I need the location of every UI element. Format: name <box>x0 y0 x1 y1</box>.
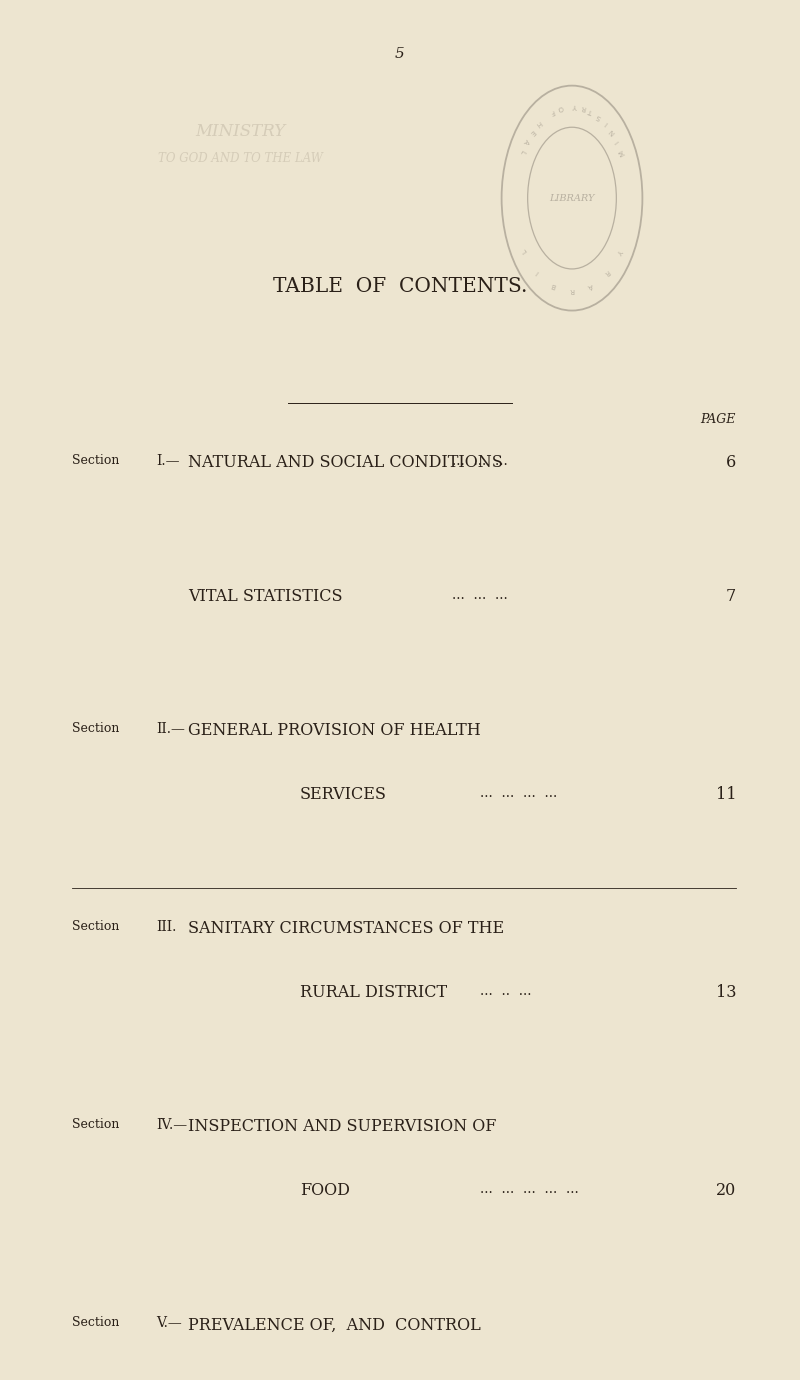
Text: TABLE  OF  CONTENTS.: TABLE OF CONTENTS. <box>273 277 527 297</box>
Text: R: R <box>570 287 574 294</box>
Text: ...  ...  ...: ... ... ... <box>452 588 508 602</box>
Text: 7: 7 <box>726 588 736 604</box>
Text: Section: Section <box>72 1118 119 1132</box>
Text: TO GOD AND TO THE LAW: TO GOD AND TO THE LAW <box>158 152 322 166</box>
Text: Y: Y <box>574 104 578 109</box>
Text: V.—: V.— <box>156 1317 182 1330</box>
Text: I: I <box>535 269 540 275</box>
Text: S: S <box>596 113 602 120</box>
Text: PREVALENCE OF,  AND  CONTROL: PREVALENCE OF, AND CONTROL <box>188 1317 481 1333</box>
Text: 13: 13 <box>715 984 736 1000</box>
Text: SANITARY CIRCUMSTANCES OF THE: SANITARY CIRCUMSTANCES OF THE <box>188 920 504 937</box>
Text: NATURAL AND SOCIAL CONDITIONS: NATURAL AND SOCIAL CONDITIONS <box>188 454 502 471</box>
Text: E: E <box>528 128 535 135</box>
Text: A: A <box>587 282 594 290</box>
Text: PAGE: PAGE <box>701 414 736 426</box>
Text: INSPECTION AND SUPERVISION OF: INSPECTION AND SUPERVISION OF <box>188 1118 496 1136</box>
Text: FOOD: FOOD <box>300 1183 350 1199</box>
Text: T: T <box>589 108 594 115</box>
Text: O: O <box>557 105 563 112</box>
Text: Section: Section <box>72 722 119 736</box>
Text: F: F <box>550 108 555 115</box>
Text: ...  ...  ...  ...: ... ... ... ... <box>480 787 558 800</box>
Text: N: N <box>608 128 616 135</box>
Text: I: I <box>614 138 621 144</box>
Text: II.—: II.— <box>156 722 185 736</box>
Text: Y: Y <box>616 247 623 254</box>
Text: IV.—: IV.— <box>156 1118 187 1132</box>
Text: SERVICES: SERVICES <box>300 787 387 803</box>
Text: III.: III. <box>156 920 176 934</box>
Text: ...  ...  ...: ... ... ... <box>452 454 508 468</box>
Text: M: M <box>618 148 626 156</box>
Text: 20: 20 <box>716 1183 736 1199</box>
Text: RURAL DISTRICT: RURAL DISTRICT <box>300 984 447 1000</box>
Text: B: B <box>550 282 557 290</box>
Text: ...  ...  ...  ...  ...: ... ... ... ... ... <box>480 1183 578 1196</box>
Text: GENERAL PROVISION OF HEALTH: GENERAL PROVISION OF HEALTH <box>188 722 481 740</box>
Text: 11: 11 <box>715 787 736 803</box>
Text: L: L <box>518 149 526 155</box>
Text: I: I <box>603 120 609 127</box>
Text: 6: 6 <box>726 454 736 471</box>
Text: R: R <box>581 105 587 112</box>
Text: LIBRARY: LIBRARY <box>550 193 594 203</box>
Text: ...  ..  ...: ... .. ... <box>480 984 531 998</box>
Text: MINISTRY: MINISTRY <box>195 123 285 141</box>
Text: Section: Section <box>72 1317 119 1329</box>
Text: 5: 5 <box>395 47 405 61</box>
Text: I.—: I.— <box>156 454 179 468</box>
Text: Section: Section <box>72 454 119 466</box>
Text: R: R <box>602 268 610 276</box>
Text: H: H <box>534 120 542 127</box>
Text: Section: Section <box>72 920 119 933</box>
Text: A: A <box>522 138 530 145</box>
Text: VITAL STATISTICS: VITAL STATISTICS <box>188 588 342 604</box>
Text: L: L <box>521 247 528 254</box>
